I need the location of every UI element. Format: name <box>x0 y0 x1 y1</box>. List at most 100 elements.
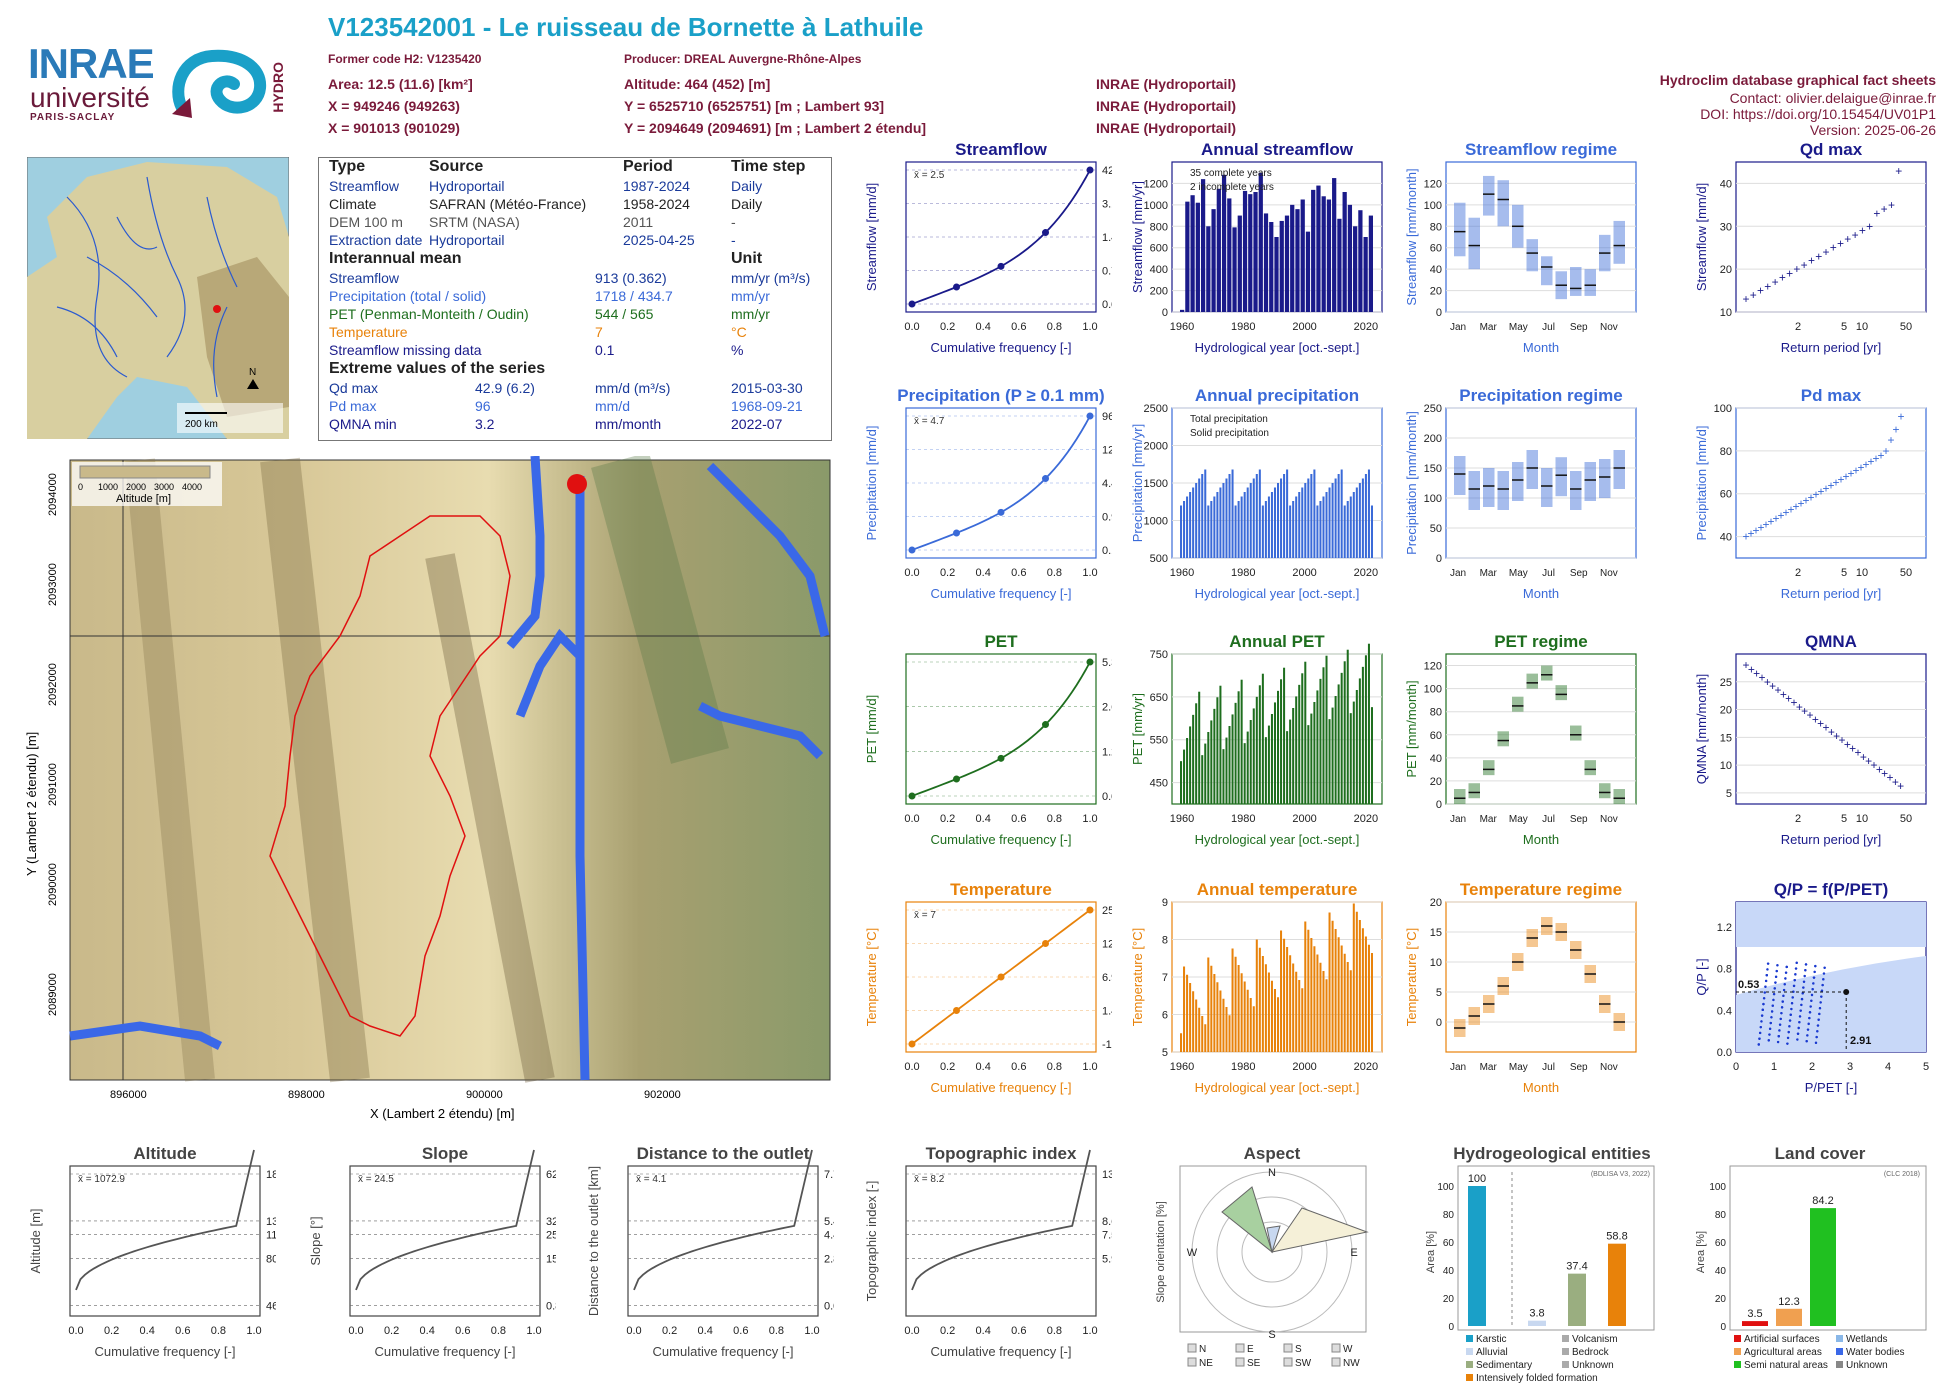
x-tick: May <box>1509 1062 1528 1073</box>
year-bar <box>1305 231 1311 312</box>
qp-point <box>1787 1030 1790 1034</box>
x-tick: Jan <box>1450 568 1466 579</box>
year-bar <box>1252 708 1255 804</box>
rp-point: + <box>1747 527 1754 541</box>
year-bar <box>1261 505 1264 558</box>
legend-swatch <box>1734 1348 1741 1355</box>
chart-annual_pet: Annual PET Hydrological year [oct.-sept.]… <box>1130 632 1383 847</box>
rp-point: + <box>1764 279 1771 293</box>
y-tick: 30 <box>1720 221 1732 233</box>
year-bar <box>1355 690 1358 804</box>
year-bar <box>1298 684 1301 804</box>
rp-point: + <box>1822 482 1829 496</box>
qp-point <box>1761 1008 1764 1012</box>
qp-point <box>1810 993 1814 997</box>
extreme-name: Pd max <box>329 398 377 414</box>
qp-point <box>1801 992 1804 995</box>
year-bar <box>1228 474 1231 558</box>
x-tick: 1.0 <box>804 1325 819 1337</box>
chart-title: Temperature regime <box>1460 880 1622 899</box>
row-step: - <box>731 232 736 248</box>
year-bar <box>1346 649 1349 804</box>
chart-title: PET regime <box>1494 632 1588 651</box>
qp-point <box>1772 992 1776 996</box>
plot-frame <box>69 1165 261 1317</box>
x-tick: May <box>1509 568 1528 579</box>
qp-point <box>1810 999 1813 1002</box>
year-bar <box>1319 962 1322 1052</box>
regime-box <box>1526 239 1538 272</box>
quantile-point <box>908 546 916 554</box>
year-bar <box>1355 487 1358 558</box>
rp-point: + <box>1757 284 1764 298</box>
year-bar <box>1321 196 1326 312</box>
rp-point: + <box>1854 746 1861 760</box>
cdf-line <box>911 1149 1091 1291</box>
doi-link[interactable]: DOI: https://doi.org/10.15454/UV01P1 <box>1700 106 1936 122</box>
x-axis-label: Cumulative frequency [-] <box>931 340 1072 355</box>
y-tick: 6 <box>1162 1010 1168 1022</box>
y-tick: 80 <box>1715 1210 1727 1221</box>
year-bar <box>1267 972 1270 1052</box>
qp-point <box>1811 988 1814 991</box>
x-tick: 4 <box>1885 1061 1891 1073</box>
right-tick: 0.9 <box>1102 512 1112 524</box>
year-bar <box>1277 690 1280 804</box>
quantile-point <box>908 300 916 308</box>
chart-annual_streamflow: Annual streamflow Hydrological year [oct.… <box>1130 140 1383 355</box>
year-bar <box>1352 492 1355 558</box>
year-bar <box>1367 643 1370 804</box>
rp-point: + <box>1785 691 1792 705</box>
x-tick: 0.8 <box>491 1325 506 1337</box>
mean-label: x̄ = 1072.9 <box>78 1174 125 1185</box>
year-bar <box>1370 505 1373 558</box>
rp-point: + <box>1792 500 1799 514</box>
year-bar <box>1295 496 1298 558</box>
year-bar <box>1349 496 1352 558</box>
plot-frame <box>905 407 1097 559</box>
rp-point: + <box>1742 530 1749 544</box>
qp-point <box>1798 1021 1801 1024</box>
rp-point: + <box>1882 444 1889 458</box>
year-bar <box>1240 973 1243 1052</box>
rp-point: + <box>1830 241 1837 255</box>
cdf-line <box>75 1149 255 1291</box>
qp-point <box>1780 1006 1784 1009</box>
year-bar <box>1269 222 1274 312</box>
chart-annual_precipitation: Annual precipitation Hydrological year [o… <box>1130 386 1383 601</box>
y-tick: 80 <box>1720 446 1732 458</box>
qp-point <box>1778 1029 1781 1032</box>
x-tick: Jan <box>1450 1062 1466 1073</box>
year-bar <box>1300 199 1305 312</box>
chart-title: Slope <box>422 1144 468 1163</box>
y-tick: 15 <box>1430 927 1442 939</box>
x-axis-label: Month <box>1523 340 1559 355</box>
rp-point: + <box>1817 485 1824 499</box>
chart-title: Distance to the outlet <box>637 1144 810 1163</box>
year-bar <box>1274 237 1279 312</box>
year-bar <box>1358 920 1361 1052</box>
mean-name: Streamflow <box>329 270 400 286</box>
year-bar <box>1258 685 1261 804</box>
year-bar <box>1210 965 1213 1052</box>
year-bar <box>1361 928 1364 1052</box>
y-axis-label: Precipitation [mm/d] <box>864 426 879 541</box>
rp-point: + <box>1832 476 1839 490</box>
x-tick: Jan <box>1450 322 1466 333</box>
year-bar <box>1367 944 1370 1052</box>
x-tick: 5 <box>1923 1061 1929 1073</box>
x-tick: 1.0 <box>246 1325 261 1337</box>
legend-swatch <box>1562 1335 1569 1342</box>
y-axis-label: Streamflow [mm/yr] <box>1130 181 1145 293</box>
y-tick: 80 <box>1430 707 1442 719</box>
chart-temp_regime: Temperature regime Month Temperature [°C] J… <box>1404 880 1637 1095</box>
right-tick: 0.7 <box>1102 266 1112 278</box>
x-axis-label: Cumulative frequency [-] <box>931 1344 1072 1359</box>
extreme-value: 96 <box>475 398 491 414</box>
year-bar <box>1277 997 1280 1052</box>
year-bar <box>1180 761 1183 804</box>
x-tick: 0.2 <box>940 321 955 333</box>
year-bar <box>1316 505 1319 558</box>
x-tick: 0.4 <box>976 813 991 825</box>
rp-point: + <box>1837 473 1844 487</box>
